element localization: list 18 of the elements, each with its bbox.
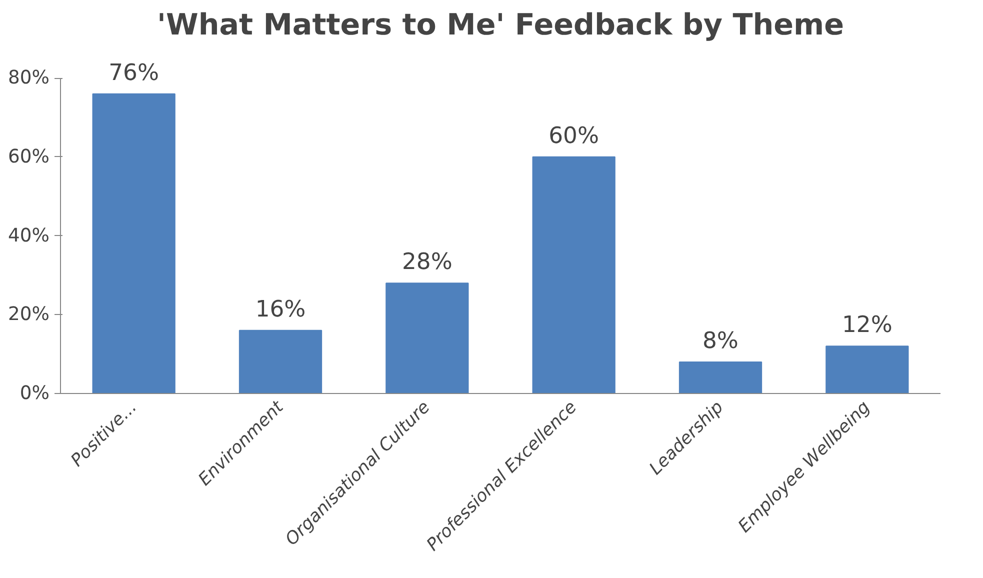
data-label: 28%	[402, 249, 452, 276]
bar	[532, 156, 616, 394]
data-label: 16%	[255, 296, 306, 322]
chart-title: 'What Matters to Me' Feedback by Theme	[157, 8, 844, 42]
bar	[92, 93, 176, 394]
bar	[678, 361, 762, 394]
y-tick-label: 60%	[8, 146, 50, 168]
bar	[238, 330, 322, 394]
data-label: 76%	[108, 60, 160, 86]
bar	[826, 346, 909, 394]
data-label: 12%	[842, 312, 892, 338]
bar	[386, 282, 469, 394]
data-label: 60%	[548, 122, 600, 149]
y-tick-label: 80%	[8, 68, 50, 89]
y-tick-label: 0%	[20, 383, 50, 404]
y-tick-label: 40%	[8, 225, 50, 246]
data-label: 8%	[702, 328, 738, 354]
y-tick-label: 20%	[8, 304, 50, 326]
